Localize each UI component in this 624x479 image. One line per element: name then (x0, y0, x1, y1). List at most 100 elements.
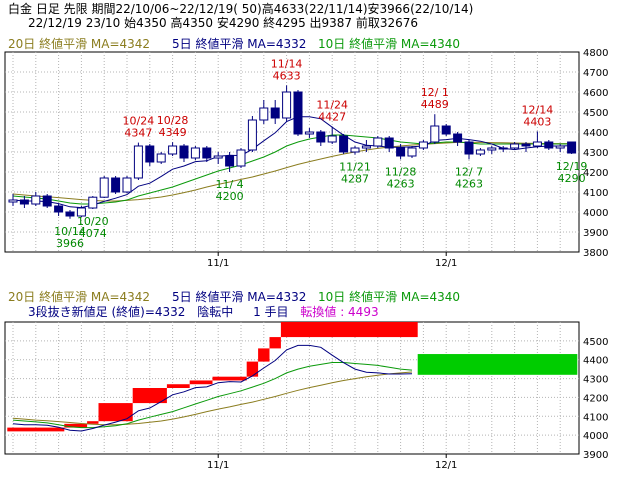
candle-body-3 (42, 195, 52, 207)
candle-body-38 (441, 125, 451, 135)
annot-date-11: 12/14 (522, 103, 554, 116)
tlb-box-2 (87, 421, 99, 424)
three-line-break-gridlines (5, 322, 579, 454)
legend-top-ma20: 20日 終値平滑 MA=4342 (8, 36, 150, 51)
candle-body-22 (259, 107, 269, 121)
candle-body-8 (99, 177, 109, 198)
candle-body-34 (396, 147, 406, 157)
candle-body-0 (8, 199, 18, 203)
tlb-box-3 (98, 403, 133, 422)
candle-body-21 (247, 119, 257, 151)
candle-body-12 (145, 145, 155, 163)
candle-body-31 (361, 145, 371, 149)
annot-price-12: 4290 (558, 172, 586, 185)
candle-body-11 (133, 145, 143, 179)
candle-body-49 (567, 141, 577, 154)
tlb-box-1 (64, 423, 88, 428)
candle-body-13 (156, 153, 166, 163)
candle-body-35 (407, 147, 417, 157)
legend-bottom-ma5: 5日 終値平滑 MA=4332 (172, 289, 306, 304)
candlestick-moving-averages (12, 116, 572, 209)
candle-body-44 (510, 143, 520, 149)
candle-body-4 (54, 205, 64, 213)
candle-body-7 (88, 196, 98, 209)
tlb-box-4 (132, 388, 167, 404)
annot-price-5: 4633 (273, 69, 301, 82)
bot-y-tick-3900: 3900 (583, 450, 608, 461)
annot-date-6: 11/24 (316, 99, 348, 112)
three-line-break-x-tick-labels: 11/1 12/1 (207, 454, 457, 471)
candle-body-39 (453, 133, 463, 143)
candle-body-14 (168, 145, 178, 155)
candle-body-26 (304, 131, 314, 135)
annot-price-2: 4347 (124, 127, 152, 140)
tlb-box-8 (246, 361, 259, 377)
annot-date-12: 12/19 (556, 160, 588, 173)
annot-price-9: 4489 (421, 98, 449, 111)
candle-body-43 (498, 147, 508, 150)
candle-body-16 (190, 147, 200, 159)
top-y-tick-4400: 4400 (583, 128, 608, 139)
candle-body-20 (236, 149, 246, 167)
three-line-break-plot-frame (4, 321, 580, 455)
top-y-tick-3900: 3900 (583, 228, 608, 239)
annot-price-4: 4200 (216, 190, 244, 203)
annot-date-1: 10/20 (77, 215, 109, 228)
candle-body-41 (475, 149, 485, 155)
candle-body-42 (487, 147, 497, 151)
top-y-tick-4700: 4700 (583, 68, 608, 79)
annot-date-8: 11/28 (385, 165, 417, 178)
tlb-info-count: 1 手目 (253, 305, 288, 319)
tlb-info-reversal: 転換値 : 4493 (300, 304, 378, 319)
candle-body-1 (19, 199, 29, 205)
candle-body-23 (270, 107, 280, 119)
annot-date-7: 11/21 (339, 161, 371, 174)
candle-body-25 (293, 91, 303, 135)
bot-y-tick-4200: 4200 (583, 393, 608, 404)
annot-price-3: 4349 (159, 126, 187, 139)
bot-ma10-line (12, 362, 413, 429)
annot-price-6: 4427 (318, 111, 346, 124)
candlestick-bars (8, 85, 577, 219)
bot-x-tick-1: 12/1 (435, 460, 457, 471)
bot-y-tick-4100: 4100 (583, 412, 608, 423)
top-y-tick-4100: 4100 (583, 188, 608, 199)
candle-body-24 (282, 91, 292, 119)
annot-price-7: 4287 (341, 173, 369, 186)
annot-date-5: 11/14 (271, 57, 303, 70)
bot-y-tick-4300: 4300 (583, 375, 608, 386)
candle-body-10 (122, 177, 132, 193)
annot-date-3: 10/28 (157, 114, 189, 127)
top-x-tick-0: 11/1 (207, 258, 229, 269)
tlb-box-6 (189, 380, 213, 385)
candle-body-32 (373, 137, 383, 147)
candle-body-15 (179, 145, 189, 159)
candle-body-27 (316, 131, 326, 143)
tlb-box-12 (417, 354, 578, 375)
legend-top-ma5: 5日 終値平滑 MA=4332 (172, 36, 306, 51)
bot-ma5-line (12, 344, 413, 432)
bot-ma20-line (12, 371, 413, 426)
annot-date-10: 12/ 7 (455, 165, 483, 178)
annot-date-2: 10/24 (123, 115, 155, 128)
legend-top-ma10: 10日 終値平滑 MA=4340 (318, 36, 460, 51)
candle-body-36 (418, 141, 428, 149)
candle-body-17 (202, 147, 212, 159)
annot-price-11: 4403 (523, 115, 551, 128)
three-line-break-boxes (7, 322, 578, 432)
candlestick-y-tick-labels: 3800 3900 4000 4100 4200 4300 4400 4500 4600 4700… (583, 48, 608, 259)
candle-body-28 (327, 135, 337, 143)
annot-price-1: 4074 (79, 227, 107, 240)
tlb-info-trend: 陰転中 (197, 304, 233, 319)
annot-price-8: 4263 (387, 177, 415, 190)
legend-bottom-ma10: 10日 終値平滑 MA=4340 (318, 289, 460, 304)
top-y-tick-4600: 4600 (583, 88, 608, 99)
candle-body-9 (111, 177, 121, 193)
annot-date-4: 11/ 4 (215, 178, 243, 191)
top-y-tick-4800: 4800 (583, 48, 608, 59)
candle-body-19 (225, 155, 235, 167)
tlb-box-5 (166, 384, 190, 388)
candle-body-48 (555, 145, 565, 149)
bot-y-tick-4400: 4400 (583, 356, 608, 367)
